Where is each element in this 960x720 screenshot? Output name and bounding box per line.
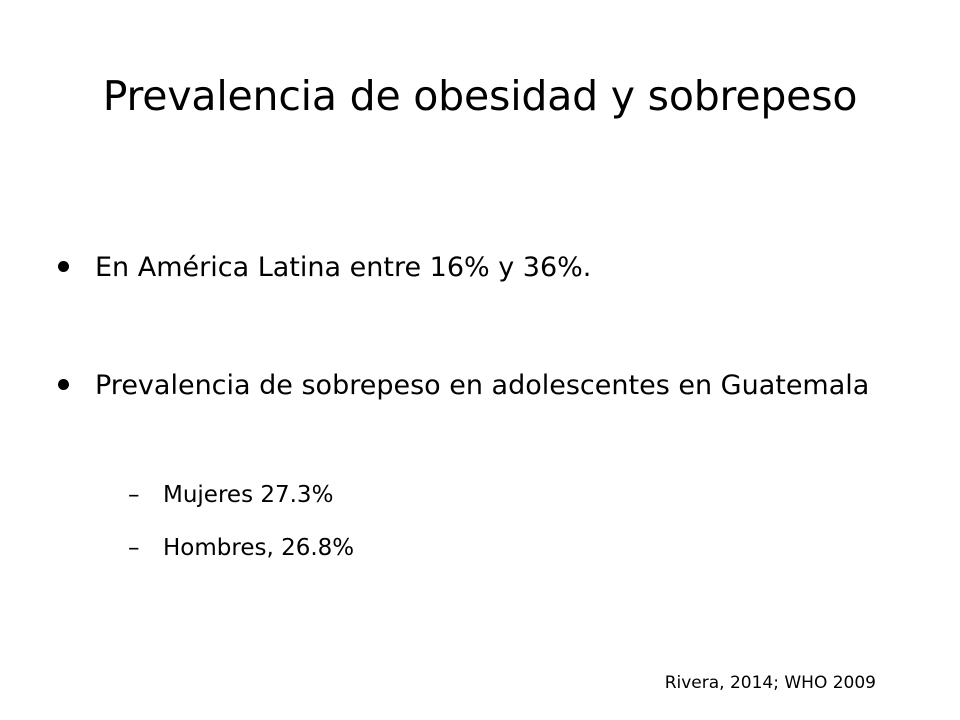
bullet-text: En América Latina entre 16% y 36%. — [95, 252, 592, 283]
sub-bullet-text: Hombres, 26.8% — [163, 535, 355, 561]
sub-bullet-text: Mujeres 27.3% — [163, 482, 334, 508]
bullet-text: Prevalencia de sobrepeso en adolescentes… — [95, 370, 870, 401]
dash-marker: – — [128, 482, 140, 508]
slide-title: Prevalencia de obesidad y sobrepeso — [102, 72, 858, 120]
dash-marker: – — [128, 535, 140, 561]
bullet-dot-icon — [58, 261, 69, 272]
bullet-dot-icon — [58, 379, 69, 390]
citation: Rivera, 2014; WHO 2009 — [664, 673, 876, 693]
